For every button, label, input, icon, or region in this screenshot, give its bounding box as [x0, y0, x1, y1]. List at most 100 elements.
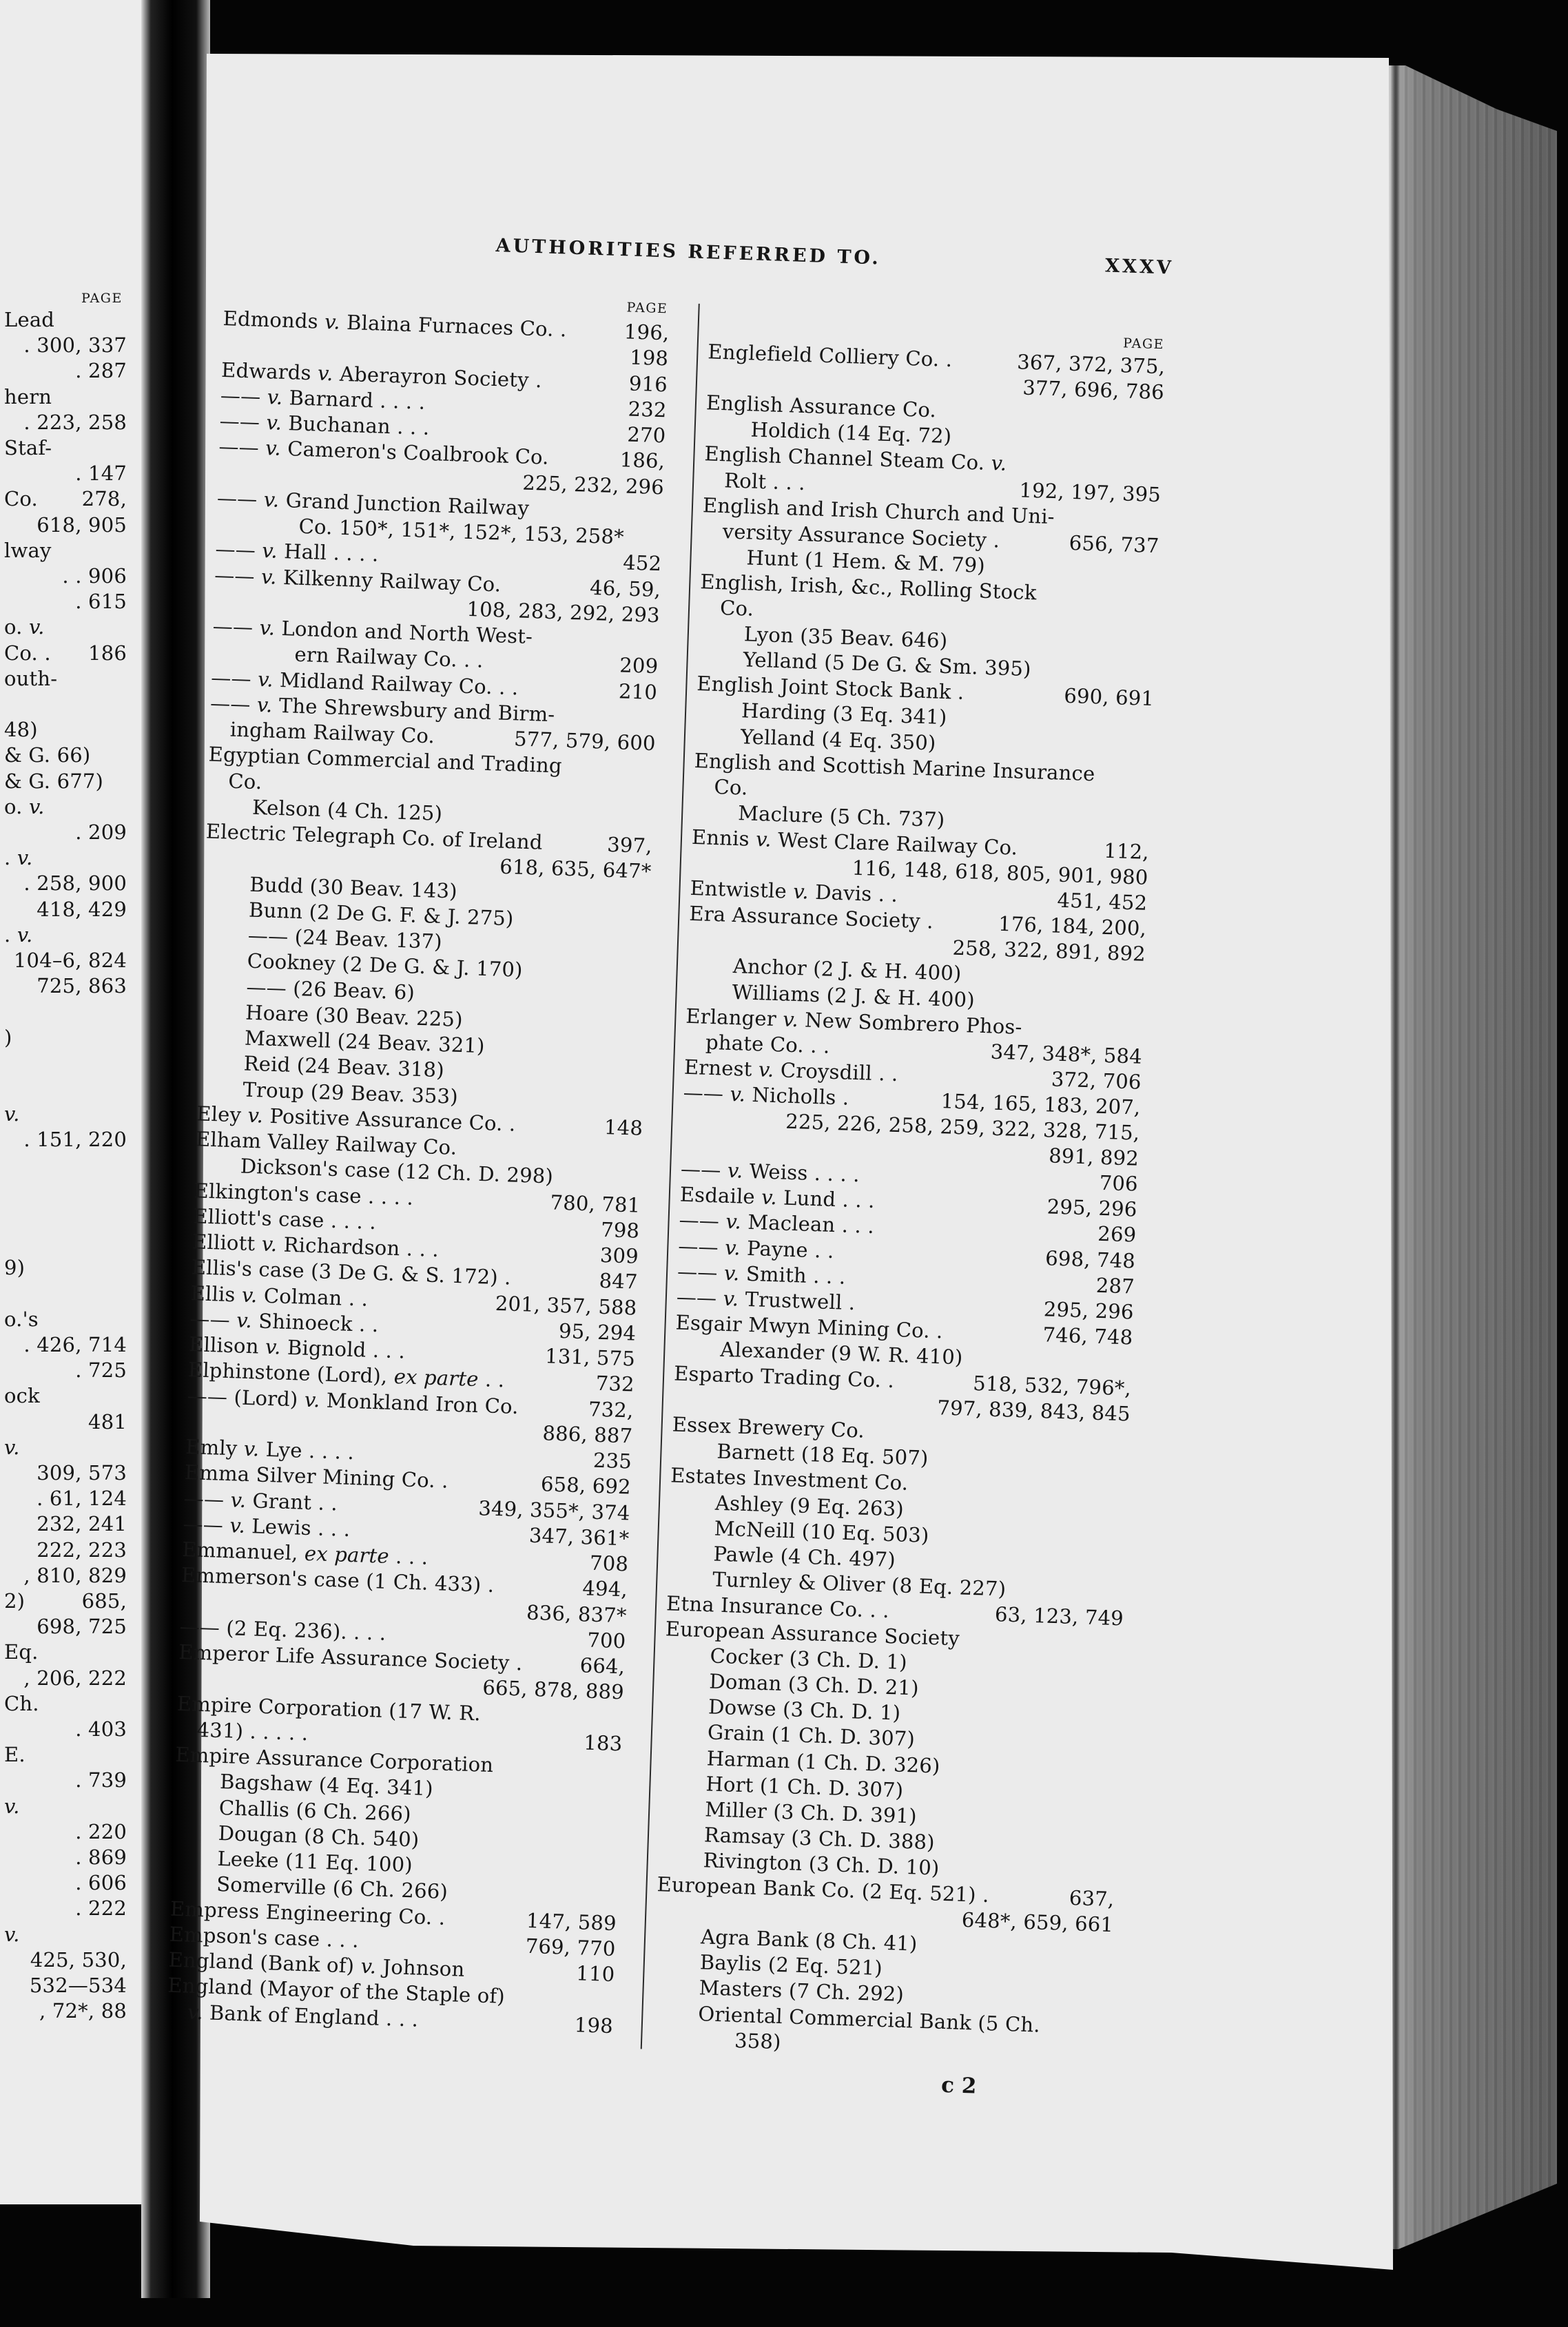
entry-pages	[633, 1141, 642, 1166]
entry-pages	[1155, 405, 1164, 431]
book-page-edges	[1385, 65, 1557, 2249]
entry-pages: , 72*, 88	[39, 1999, 127, 2023]
entry-pages	[610, 1834, 619, 1859]
entry-pages: 658, 692	[540, 1472, 632, 1499]
entry-text: 9)	[4, 1256, 25, 1280]
entry-pages	[1148, 584, 1157, 610]
index-entry-line: . 147	[4, 461, 127, 486]
index-entry-line: v.	[4, 1102, 127, 1127]
entry-pages	[1114, 1631, 1123, 1657]
entry-pages: 295, 296	[1046, 1194, 1138, 1221]
entry-pages: 186	[88, 641, 127, 665]
entry-pages: 198	[574, 2012, 614, 2038]
entry-pages: 452	[622, 550, 662, 576]
entry-pages: . 615	[75, 590, 127, 614]
entry-pages: . 147	[75, 462, 127, 486]
entry-text: & G. 66)	[4, 743, 91, 767]
index-entry-line: 2) 685,	[4, 1589, 127, 1614]
entry-pages: 664,	[579, 1653, 626, 1679]
entry-text	[222, 331, 223, 357]
entry-pages	[610, 1859, 619, 1885]
entry-pages: 95, 294	[558, 1318, 637, 1345]
entry-pages	[1150, 559, 1159, 584]
entry-text: 358)	[734, 2028, 782, 2054]
entry-pages	[636, 1064, 645, 1090]
entry-text: o. v.	[4, 794, 45, 818]
index-entry-line: . v.	[4, 845, 127, 871]
index-entry-line: 222, 223	[4, 1538, 127, 1563]
index-entry-line: 9)	[4, 1255, 127, 1281]
entry-pages: 769, 770	[525, 1934, 617, 1961]
entry-pages	[1113, 1682, 1122, 1708]
entry-text: v.	[4, 1922, 20, 1946]
entry-pages: 685,	[81, 1589, 127, 1613]
entry-pages: 235	[592, 1448, 632, 1473]
index-entry-line: , 206, 222	[4, 1666, 127, 1691]
fragment-page-label: PAGE	[81, 291, 123, 306]
index-entry-line: . v.	[4, 922, 127, 948]
index-entry-line: 481	[4, 1409, 127, 1435]
entry-text: . v.	[4, 922, 33, 947]
entry-pages: 891, 892	[1048, 1144, 1139, 1170]
entry-pages: 209	[619, 653, 659, 679]
entry-pages	[1111, 1733, 1120, 1759]
index-entry-line: o.'s	[4, 1307, 127, 1332]
index-entry-line: . 258, 900	[4, 871, 127, 896]
index-entry-line: . 209	[4, 820, 127, 845]
entry-pages: 269	[1097, 1222, 1137, 1248]
entry-pages	[639, 962, 648, 987]
entry-pages: 618, 905	[37, 513, 127, 537]
index-entry-line: 232, 241	[4, 1511, 127, 1537]
entry-text: Co.	[227, 769, 262, 794]
index-entry-line: . 223, 258	[4, 410, 127, 435]
entry-pages: 287	[1095, 1273, 1135, 1299]
index-entry-line: . 725	[4, 1358, 127, 1383]
index-entry-line: ock	[4, 1383, 127, 1409]
entry-pages: . 426, 714	[23, 1333, 127, 1356]
entry-pages	[1121, 1427, 1130, 1452]
entry-text: 431) . . . . .	[196, 1717, 309, 1745]
index-entry-line: Co. 278,	[4, 486, 127, 512]
index-entry-line: Lead	[4, 307, 127, 333]
entry-pages	[635, 1090, 644, 1115]
index-entry-line: , 810, 829	[4, 1563, 127, 1589]
entry-pages: . 223, 258	[23, 410, 127, 434]
entry-pages: . 222	[75, 1896, 127, 1921]
entry-pages	[1136, 967, 1145, 993]
entry-pages: 309, 573	[37, 1461, 127, 1485]
entry-pages: 112,	[1103, 838, 1150, 864]
entry-pages: . 258, 900	[23, 871, 127, 896]
entry-pages: 232	[628, 397, 668, 422]
index-entry-line: )	[4, 1025, 127, 1051]
index-entry-line: o. v.	[4, 614, 127, 640]
entry-pages	[1124, 1350, 1133, 1376]
entry-pages	[1113, 1657, 1122, 1682]
entry-text	[690, 850, 691, 876]
entry-pages	[648, 705, 657, 730]
entry-pages: . 403	[75, 1717, 127, 1741]
entry-pages: 532—534	[29, 1974, 127, 1997]
index-entry-line: . 151, 220	[4, 1127, 127, 1152]
entry-pages	[612, 1782, 621, 1808]
index-entry-line: . 606	[4, 1870, 127, 1896]
index-entry-line: . 287	[4, 358, 127, 384]
right-column: Englefield Colliery Co. . 367, 372, 375, 3…	[39, 0, 1568, 2053]
entry-pages: 780, 781	[550, 1190, 641, 1217]
entry-pages	[608, 1885, 617, 1910]
entry-pages: 148	[604, 1115, 643, 1140]
entry-pages: 425, 530,	[30, 1947, 127, 1972]
index-entry-line: v.	[4, 1794, 127, 1819]
entry-pages	[1135, 1018, 1144, 1044]
entry-pages	[1117, 1555, 1126, 1580]
entry-pages: . 151, 220	[23, 1128, 127, 1152]
index-entry-line: . 222	[4, 1896, 127, 1921]
entry-pages: 847	[599, 1269, 639, 1294]
entry-pages	[640, 936, 649, 962]
book-gutter	[141, 0, 210, 2298]
entry-text: Lead	[4, 308, 55, 331]
entry-pages	[1146, 661, 1155, 686]
entry-pages: 690, 691	[1063, 684, 1155, 711]
entry-pages: 232, 241	[37, 1512, 127, 1536]
entry-pages: . 300, 337	[23, 333, 127, 358]
